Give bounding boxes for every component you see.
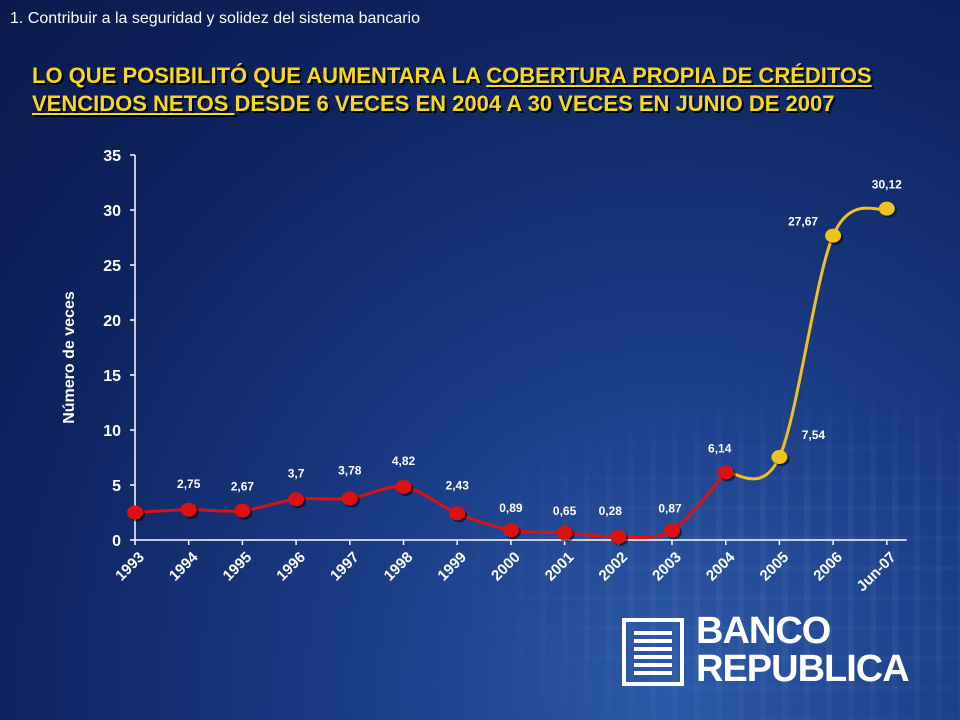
data-label: 0,65	[553, 504, 577, 518]
data-point	[449, 506, 466, 521]
data-point	[502, 523, 519, 538]
data-label: 3,78	[338, 463, 362, 477]
x-tick-label: Jun-07	[853, 549, 899, 595]
bank-logo-text: BANCO REPUBLICA	[696, 610, 910, 690]
title-underlined-part: COBERTURA PROPIA DE CRÉDITOS VENCIDOS NE…	[32, 63, 872, 116]
data-point	[825, 228, 842, 243]
data-label: 4,82	[392, 454, 416, 468]
data-label: 2,43	[446, 478, 470, 492]
data-label: 2,67	[231, 480, 255, 494]
slide-title: LO QUE POSIBILITÓ QUE AUMENTARA LA COBER…	[32, 62, 892, 118]
data-point	[610, 529, 627, 544]
y-tick-label: 5	[112, 478, 121, 495]
x-tick-label: 1998	[381, 549, 417, 585]
x-tick-label: 1996	[273, 549, 309, 585]
x-tick-label: 1993	[112, 549, 148, 585]
y-axis-title: Número de veces	[61, 291, 78, 424]
data-label: 27,67	[788, 215, 818, 229]
x-tick-label: 2000	[488, 549, 524, 585]
data-point	[127, 505, 143, 520]
y-tick-label: 0	[112, 533, 121, 550]
data-point	[556, 525, 573, 540]
x-tick-label: 2004	[703, 548, 739, 584]
x-tick-label: 2001	[542, 549, 578, 585]
x-tick-label: 1995	[220, 549, 256, 585]
x-tick-label: 1999	[434, 549, 470, 585]
y-tick-label: 30	[103, 203, 121, 220]
data-label: 0,89	[499, 501, 523, 515]
data-point	[878, 201, 895, 216]
logo-line-1: BANCO	[696, 610, 831, 652]
background-building	[430, 370, 960, 720]
x-tick-label: 2006	[810, 549, 846, 585]
section-subtitle: 1. Contribuir a la seguridad y solidez d…	[10, 10, 420, 27]
data-label: 0,28	[599, 504, 623, 518]
x-tick-label: 1994	[166, 548, 202, 584]
y-tick-label: 10	[103, 423, 121, 440]
data-point	[395, 479, 412, 494]
data-point	[664, 523, 680, 538]
title-part-1: LO QUE POSIBILITÓ QUE AUMENTARA LA	[32, 63, 487, 88]
data-label: 3,7	[288, 466, 305, 480]
title-part-2: DESDE 6 VECES EN 2004 A 30 VECES EN JUNI…	[234, 91, 835, 116]
y-tick-label: 35	[103, 148, 121, 165]
series-2-line	[725, 206, 888, 481]
x-tick-label: 2003	[649, 549, 685, 585]
data-label: 30,12	[872, 178, 902, 192]
data-point	[288, 492, 305, 507]
data-label: 6,14	[708, 441, 732, 455]
bank-logo: BANCO REPUBLICA	[622, 612, 922, 692]
bank-logo-icon	[622, 618, 684, 686]
logo-line-2: REPUBLICA	[696, 648, 910, 690]
data-label: 0,87	[658, 501, 682, 515]
y-tick-label: 15	[103, 368, 121, 385]
x-tick-label: 1997	[327, 549, 363, 585]
data-point	[771, 450, 788, 465]
y-tick-label: 20	[103, 313, 121, 330]
data-label: 7,54	[802, 428, 826, 442]
x-tick-label: 2005	[757, 549, 793, 585]
data-point	[234, 503, 251, 518]
data-label: 2,75	[177, 477, 201, 491]
data-point	[717, 465, 734, 480]
data-point	[180, 502, 197, 517]
x-tick-label: 2002	[596, 549, 632, 585]
series-1-line	[134, 471, 727, 540]
y-tick-label: 25	[103, 258, 121, 275]
data-point	[341, 491, 358, 506]
